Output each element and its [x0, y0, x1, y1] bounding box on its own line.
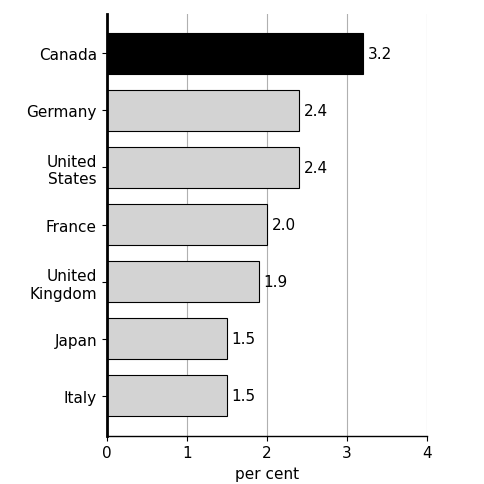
Bar	[106, 261, 258, 302]
Text: 1.9: 1.9	[263, 274, 287, 289]
X-axis label: per cent: per cent	[234, 466, 298, 481]
Text: 2.0: 2.0	[271, 218, 295, 232]
Bar	[106, 205, 266, 245]
Bar	[106, 34, 362, 75]
Text: 2.4: 2.4	[303, 104, 327, 119]
Bar	[106, 91, 298, 132]
Bar	[106, 318, 226, 360]
Text: 1.5: 1.5	[231, 389, 255, 404]
Text: 2.4: 2.4	[303, 161, 327, 176]
Bar	[106, 376, 226, 416]
Bar	[106, 148, 298, 189]
Text: 3.2: 3.2	[367, 46, 391, 61]
Text: 1.5: 1.5	[231, 332, 255, 347]
